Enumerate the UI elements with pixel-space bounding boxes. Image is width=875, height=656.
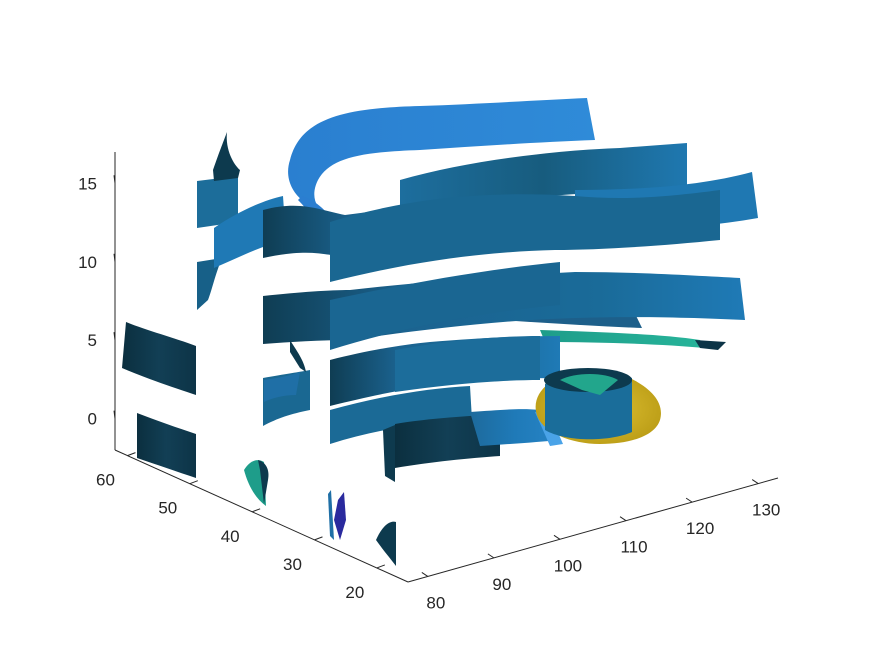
z-tick-label: 15 (78, 174, 97, 193)
x-axis-line (407, 477, 779, 583)
sheet-left-lower (137, 413, 196, 478)
z-tick-mark (113, 410, 116, 419)
x-tick-mark (421, 572, 429, 577)
sheet-left-upper (122, 322, 196, 395)
z-tick-label: 10 (78, 253, 97, 272)
sheet-small-upper-left (197, 176, 238, 228)
isosurface-group (122, 98, 758, 566)
ribbon-bottom (395, 414, 500, 468)
ribbon-mid-front (330, 262, 560, 350)
y-tick-mark (314, 536, 323, 541)
ribbon-bottom-right (470, 409, 560, 446)
x-tick-mark (751, 479, 759, 484)
x-tick-mark (685, 497, 693, 503)
axes-group: 80 90 100 110 120 130 20 30 40 50 60 0 5 10 15 (78, 152, 780, 612)
y-tick-label: 60 (96, 471, 115, 490)
y-tick-mark (376, 564, 386, 569)
y-axis-line (114, 449, 409, 583)
z-tick-mark (113, 175, 116, 184)
y-tick-label: 50 (158, 499, 177, 518)
sheet-small-bottom-dark (376, 521, 396, 566)
x-tick-mark (553, 534, 561, 540)
x-tick-label: 120 (686, 519, 714, 538)
ribbon-top (288, 98, 595, 215)
z-tick-mark (113, 332, 116, 341)
ribbon-low-lower (330, 386, 472, 444)
sheet-small-mid-dark (290, 340, 306, 372)
x-tick-mark (619, 516, 627, 522)
y-tick-mark (189, 480, 198, 485)
sheet-small-spike (213, 132, 240, 181)
x-tick-mark (487, 553, 495, 559)
sheet-small-dark (258, 460, 269, 504)
ribbon-low-right (395, 336, 540, 392)
ribbon-upper-mid (330, 190, 720, 282)
sheet-small-blue (328, 490, 334, 540)
green-band-tip (695, 340, 726, 350)
y-tick-mark (251, 508, 261, 513)
x-tick-label: 130 (752, 501, 780, 520)
y-tick-label: 20 (345, 583, 364, 602)
sheet-small-indigo (334, 492, 346, 540)
z-tick-mark (113, 253, 116, 262)
sheet-small-left-mid2 (264, 372, 300, 402)
x-tick-label: 110 (620, 538, 647, 557)
x-tick-label: 90 (492, 575, 511, 594)
x-tick-label: 100 (554, 556, 582, 575)
ribbon-bottom-stub (383, 425, 395, 482)
x-tick-label: 80 (426, 593, 445, 612)
green-band (540, 330, 705, 348)
sheet-small-left-mid (197, 258, 222, 310)
y-tick-mark (127, 452, 136, 457)
ring-inner (560, 374, 618, 395)
z-tick-label: 5 (88, 331, 97, 350)
y-tick-label: 30 (283, 555, 302, 574)
y-tick-label: 40 (221, 527, 240, 546)
z-tick-label: 0 (88, 410, 97, 429)
